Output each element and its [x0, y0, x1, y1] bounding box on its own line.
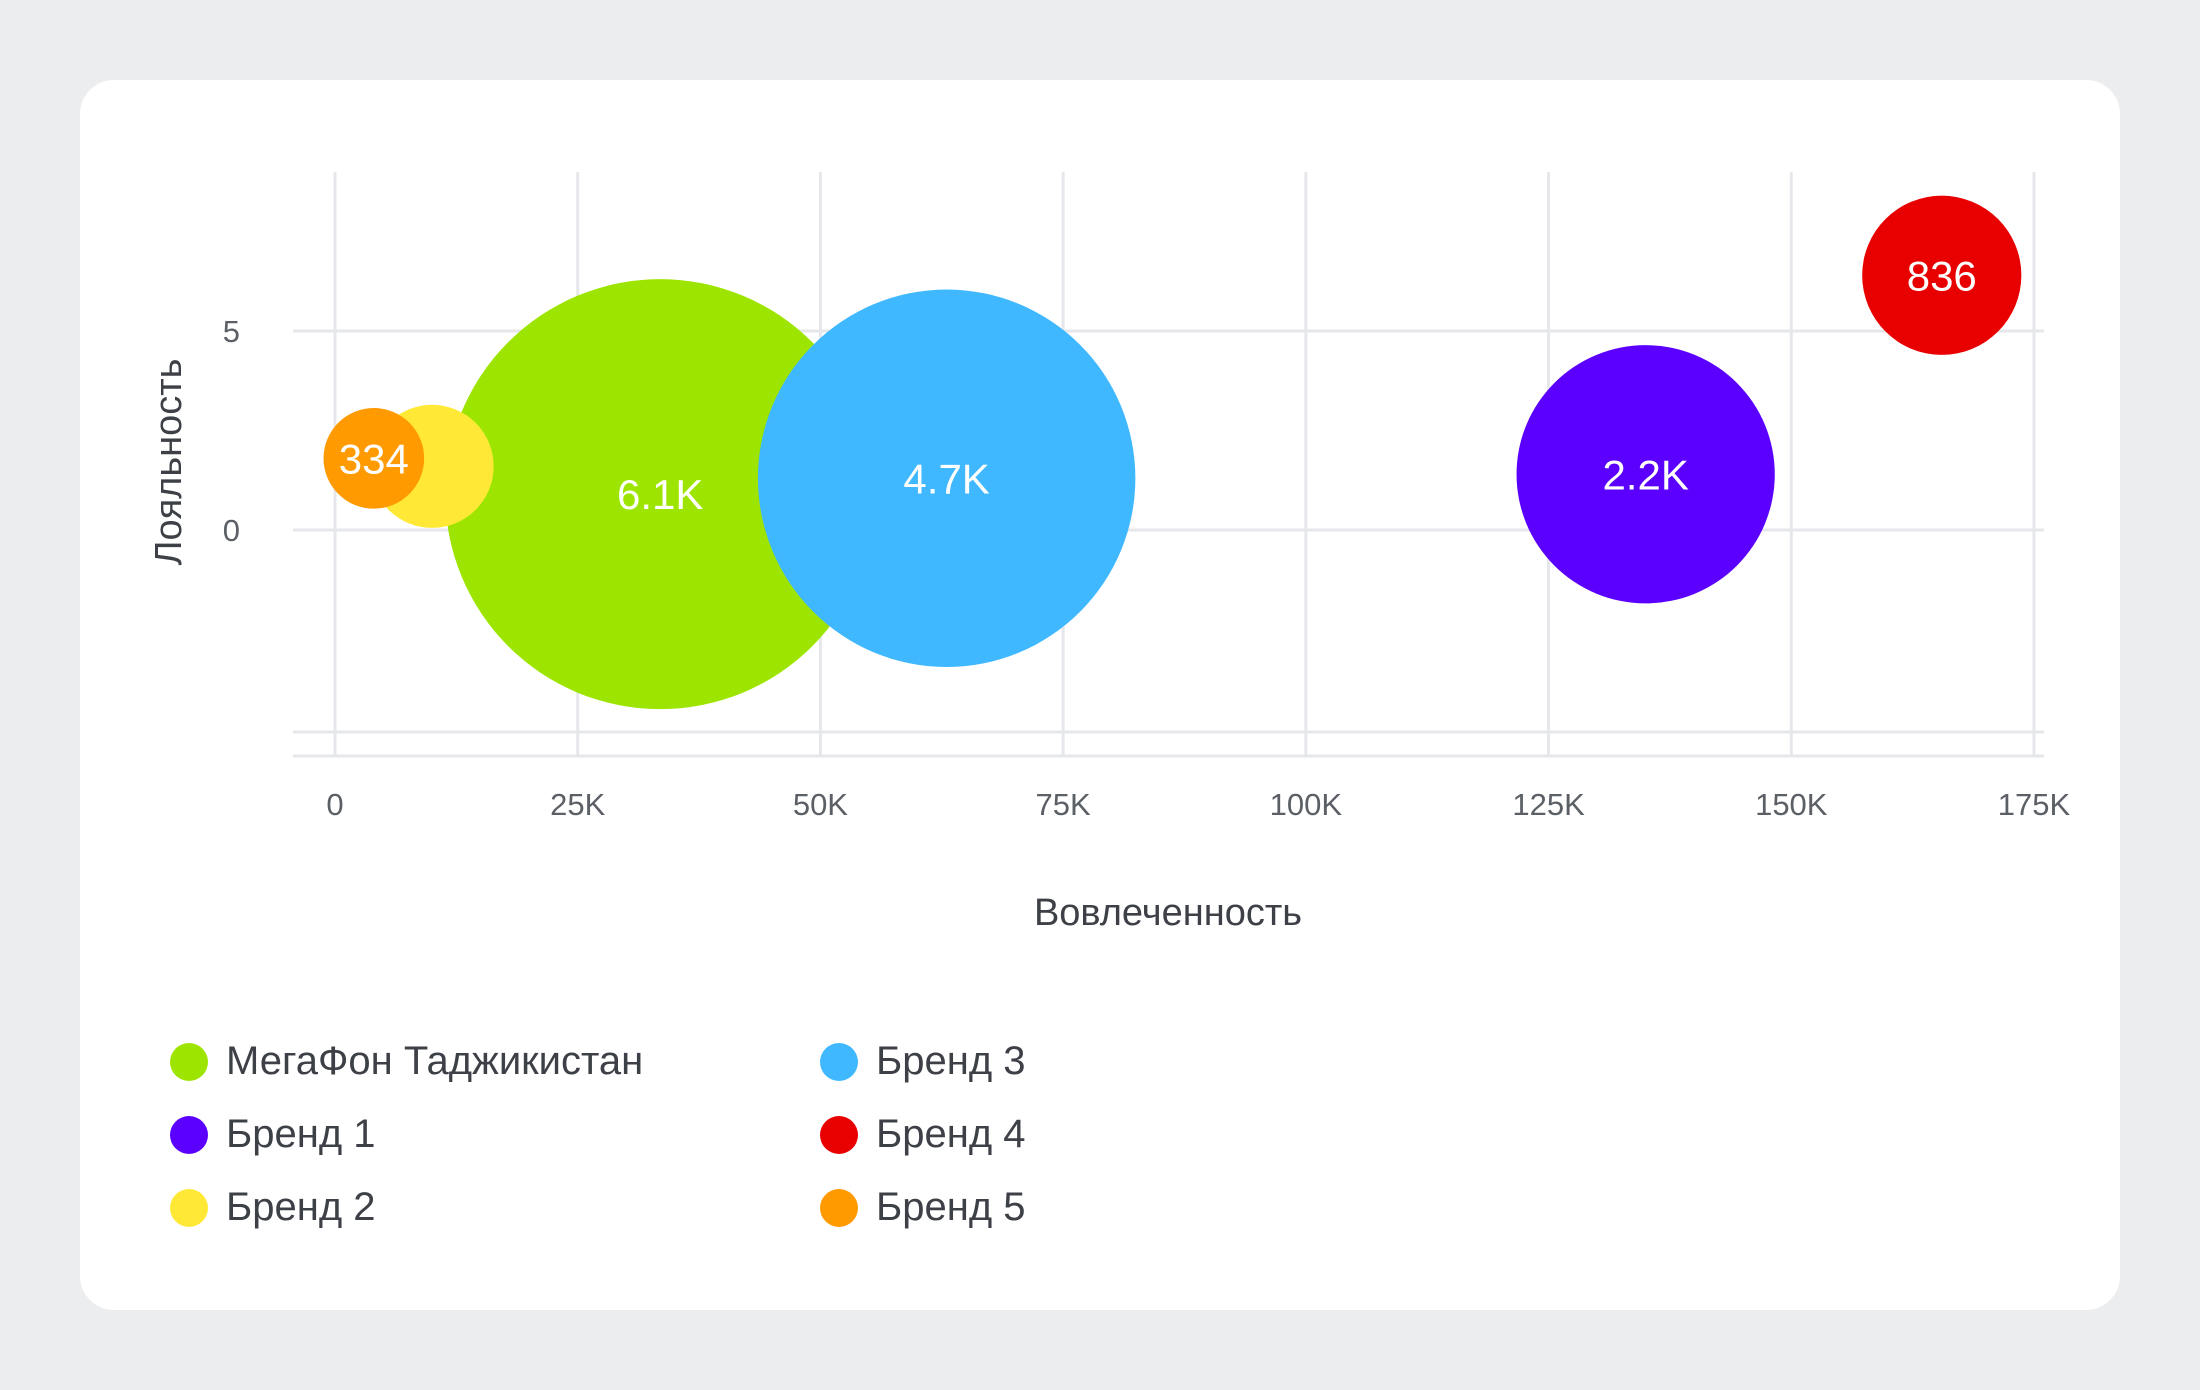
bubble-chart: 0 25K 50K 75K 100K 125K 150K 175K 05 6.1K 4.7K 2.… [148, 172, 2071, 934]
legend-label: Бренд 2 [226, 1185, 376, 1229]
x-tick-label: 50K [793, 787, 848, 822]
y-tick-label: 5 [223, 314, 240, 349]
bubble[interactable] [445, 279, 876, 710]
legend-item-brand-5[interactable]: Бренд 5 [820, 1171, 1320, 1244]
legend-label: Бренд 1 [226, 1112, 376, 1156]
legend-item-brand-2[interactable]: Бренд 2 [170, 1171, 820, 1244]
chart-card [80, 80, 2120, 1310]
y-tick-label: 0 [223, 513, 240, 548]
bubble-label: 836 [1907, 252, 1977, 299]
legend-marker [170, 1188, 208, 1227]
y-axis-ticks: 05 [223, 314, 240, 548]
legend-label: МегаФон Таджикистан [226, 1039, 644, 1083]
legend-label: Бренд 3 [876, 1039, 1026, 1083]
x-tick-label: 175K [1998, 787, 2071, 822]
x-tick-label: 0 [326, 787, 343, 822]
legend-marker [820, 1042, 858, 1081]
x-tick-label: 25K [550, 787, 605, 822]
x-tick-label: 100K [1270, 787, 1343, 822]
x-axis-ticks: 0 25K 50K 75K 100K 125K 150K 175K [326, 787, 2070, 822]
legend-label: Бренд 5 [876, 1185, 1026, 1229]
legend-item-megafon[interactable]: МегаФон Таджикистан [170, 1025, 820, 1098]
legend-marker [820, 1188, 858, 1227]
legend-marker [170, 1042, 208, 1081]
bubble[interactable] [1862, 195, 2022, 355]
x-tick-label: 75K [1036, 787, 1091, 822]
legend-item-brand-4[interactable]: Бренд 4 [820, 1098, 1320, 1171]
bubble[interactable] [323, 408, 425, 509]
bubble-label: 4.7K [903, 455, 989, 502]
legend-item-brand-1[interactable]: Бренд 1 [170, 1098, 820, 1171]
bubble-label: 334 [339, 435, 409, 482]
legend-item-brand-3[interactable]: Бренд 3 [820, 1025, 1320, 1098]
bubble[interactable] [757, 289, 1136, 667]
legend-marker [170, 1115, 208, 1154]
legend: МегаФон Таджикистан Бренд 3 Бренд 1 Брен… [170, 1025, 1370, 1244]
x-tick-label: 125K [1512, 787, 1585, 822]
legend-marker [820, 1115, 858, 1154]
y-axis-title: Лояльность [148, 359, 190, 566]
bubble-label: 2.2K [1602, 451, 1688, 498]
bubble-label: 6.1K [617, 471, 703, 518]
bubbles: 6.1K 4.7K 2.2K 836 334 [323, 195, 2022, 710]
x-axis-title: Вовлеченность [1034, 892, 1302, 934]
x-tick-label: 150K [1755, 787, 1828, 822]
bubble[interactable] [1516, 345, 1775, 604]
legend-label: Бренд 4 [876, 1112, 1026, 1156]
